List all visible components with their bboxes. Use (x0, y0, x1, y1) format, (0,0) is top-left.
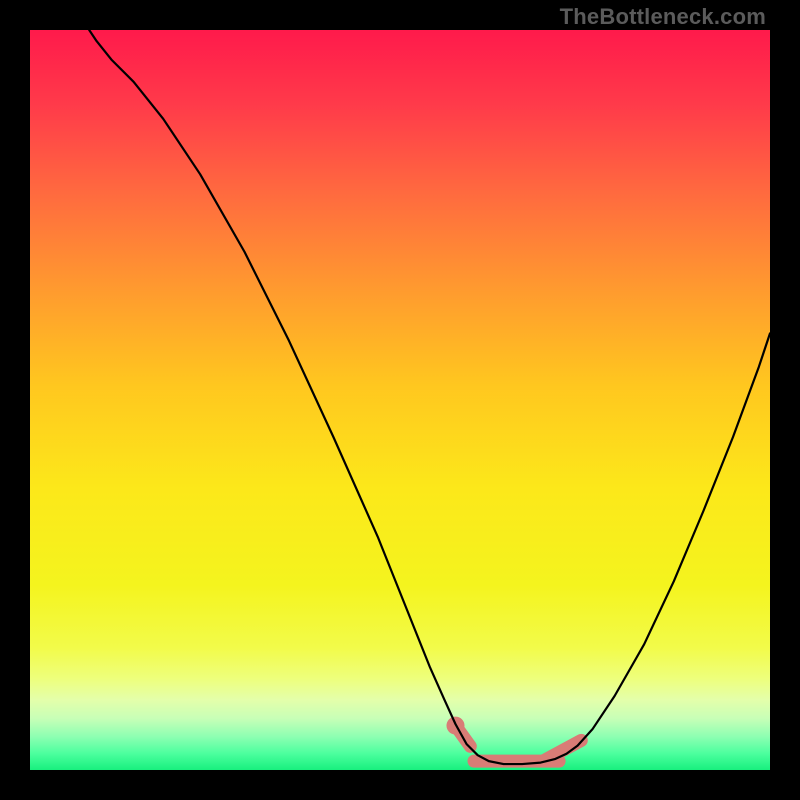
plot-area (30, 30, 770, 770)
chart-frame: TheBottleneck.com (0, 0, 800, 800)
watermark-text: TheBottleneck.com (560, 4, 766, 30)
bottleneck-curve (89, 30, 770, 764)
highlight-region (447, 717, 582, 762)
curve-layer (30, 30, 770, 770)
